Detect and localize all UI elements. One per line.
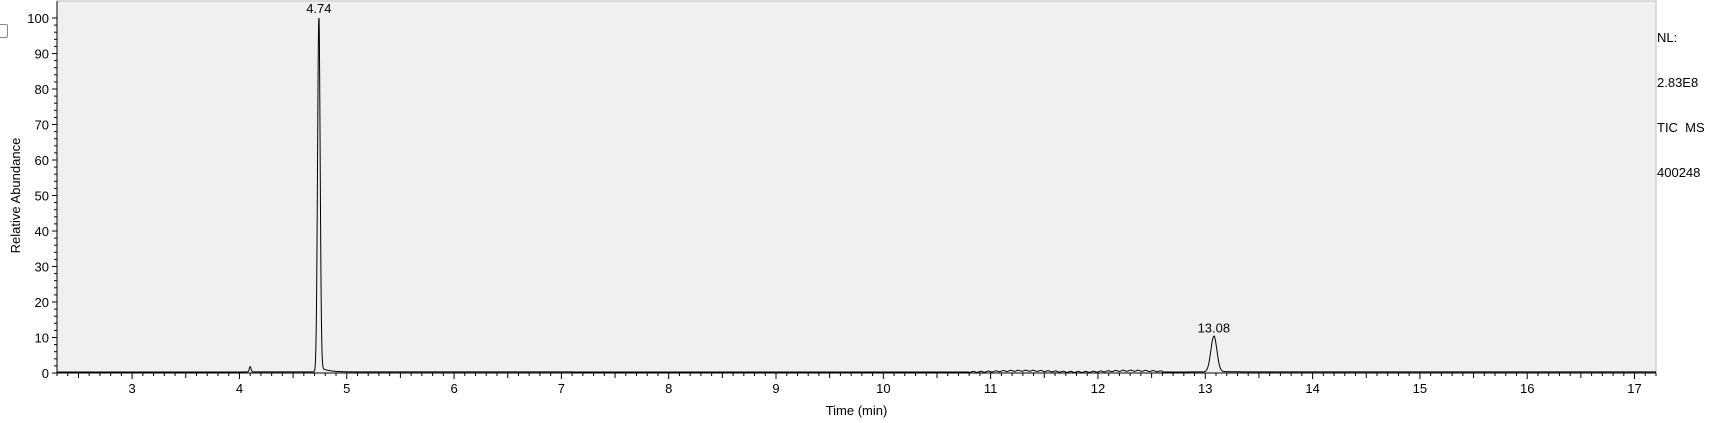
- x-tick-label: 17: [1627, 381, 1641, 396]
- peak-label: 13.08: [1198, 321, 1231, 336]
- x-tick-label: 10: [876, 381, 890, 396]
- y-tick-label: 30: [35, 260, 49, 275]
- y-tick-label: 70: [35, 118, 49, 133]
- nl-label: NL:: [1657, 30, 1678, 45]
- sample-id: 400248: [1657, 165, 1701, 180]
- x-tick-label: 15: [1413, 381, 1427, 396]
- y-tick-label: 60: [35, 153, 49, 168]
- x-tick-label: 12: [1091, 381, 1105, 396]
- y-tick-label: 10: [35, 331, 49, 346]
- x-axis: 3 4 5 6 7 8 9 10 11 12 13 14 15 16 17: [56, 373, 1657, 396]
- x-tick-label: 8: [665, 381, 672, 396]
- x-tick-label: 9: [772, 381, 779, 396]
- y-tick-label: 0: [42, 366, 49, 381]
- scan-filter: TIC MS: [1657, 120, 1705, 135]
- x-tick-label: 3: [129, 381, 136, 396]
- tic-trace: [57, 17, 1656, 373]
- panel-toggle-handle[interactable]: [0, 24, 8, 38]
- y-tick-label: 100: [27, 11, 49, 26]
- nl-value: 2.83E8: [1657, 75, 1699, 90]
- x-tick-label: 13: [1198, 381, 1212, 396]
- x-tick-label: 16: [1520, 381, 1534, 396]
- normalization-info: NL: 2.83E8 TIC MS 400248: [1657, 0, 1705, 195]
- peak-labels: 4.74 13.08: [306, 1, 1230, 336]
- y-axis: 0 10 20 30 40 50 60 70 80 90 100: [27, 11, 57, 381]
- y-tick-label: 80: [35, 82, 49, 97]
- x-tick-label: 6: [450, 381, 457, 396]
- y-axis-title: Relative Abundance: [8, 138, 23, 254]
- y-tick-label: 90: [35, 47, 49, 62]
- x-tick-label: 14: [1305, 381, 1319, 396]
- y-tick-label: 20: [35, 295, 49, 310]
- y-tick-label: 50: [35, 189, 49, 204]
- x-tick-label: 5: [343, 381, 350, 396]
- x-tick-label: 4: [236, 381, 243, 396]
- plot-area: [56, 0, 1657, 374]
- x-tick-label: 7: [558, 381, 565, 396]
- x-tick-label: 11: [984, 381, 998, 396]
- x-axis-title: Time (min): [826, 403, 888, 418]
- y-tick-label: 40: [35, 224, 49, 239]
- peak-label: 4.74: [306, 1, 331, 16]
